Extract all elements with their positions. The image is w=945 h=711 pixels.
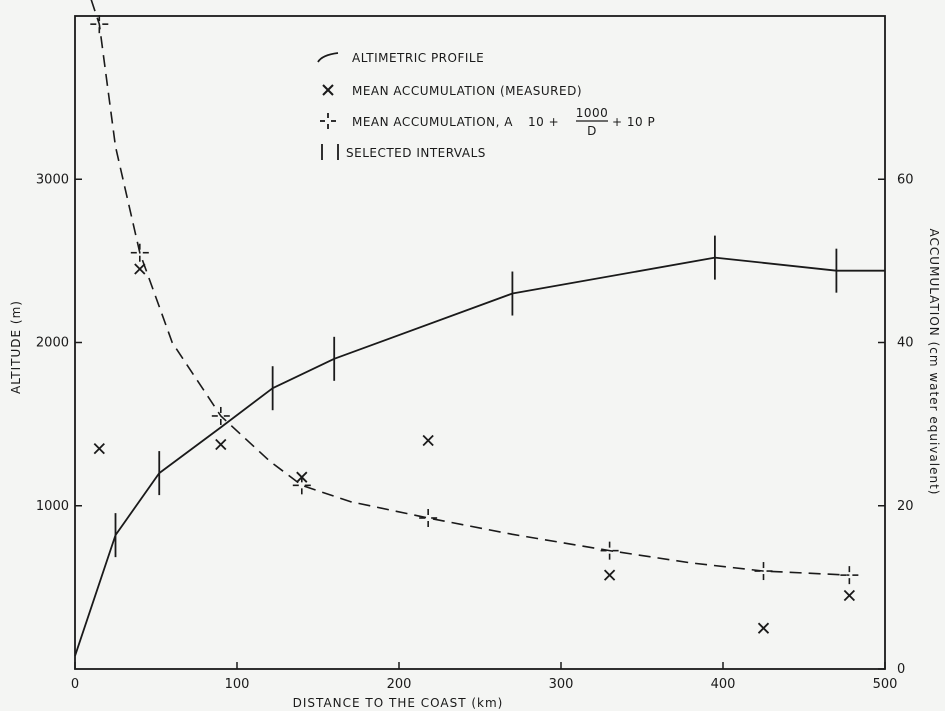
x-tick-label: 0 xyxy=(71,677,79,692)
legend: ALTIMETRIC PROFILE MEAN ACCUMULATION (ME… xyxy=(317,51,655,160)
measured-accumulation-point xyxy=(134,263,146,275)
y2-tick-label: 60 xyxy=(897,172,914,187)
model-accumulation-point xyxy=(840,566,859,585)
x-tick-label: 400 xyxy=(711,677,736,692)
y2-axis-title: ACCUMULATION (cm water equivalent) xyxy=(927,229,941,496)
y-tick-label: 1000 xyxy=(36,499,69,514)
legend-profile-label: ALTIMETRIC PROFILE xyxy=(352,51,484,65)
legend-model-symbol xyxy=(320,113,336,129)
axis-ticks: 0 100 200 300 400 500 1000 2000 3000 0 20 40 60 xyxy=(36,172,914,692)
measured-accumulation-point xyxy=(93,442,105,455)
model-accumulation-point xyxy=(90,15,109,34)
legend-measured-symbol xyxy=(322,84,334,96)
legend-model-numerator: 1000 xyxy=(576,106,609,120)
measured-accumulation-point xyxy=(757,622,770,634)
legend-model-term-b: + 10 P xyxy=(612,115,655,129)
model-accumulation-point xyxy=(292,476,311,495)
measured-accumulation-point xyxy=(843,589,855,602)
model-accumulation-point xyxy=(419,508,438,527)
altimetric-profile-line xyxy=(74,256,885,657)
model-accumulation-point xyxy=(754,562,773,581)
x-tick-label: 200 xyxy=(387,677,412,692)
y-tick-label: 3000 xyxy=(36,172,69,187)
legend-profile-symbol xyxy=(317,52,339,63)
y2-tick-label: 20 xyxy=(897,499,914,514)
legend-interval-label: SELECTED INTERVALS xyxy=(346,146,486,160)
y2-tick-label: 0 xyxy=(897,662,905,677)
x-axis-title: DISTANCE TO THE COAST (km) xyxy=(293,696,504,710)
model-accumulation-point xyxy=(130,243,149,262)
legend-model-denominator: D xyxy=(587,124,597,138)
legend-model-label: MEAN ACCUMULATION, A xyxy=(352,115,513,129)
x-tick-label: 100 xyxy=(225,677,250,692)
y2-tick-label: 40 xyxy=(897,336,914,351)
x-tick-label: 500 xyxy=(873,677,898,692)
y-axis-title: ALTITUDE (m) xyxy=(9,300,23,394)
model-accumulation-point xyxy=(211,406,230,425)
legend-measured-label: MEAN ACCUMULATION (MEASURED) xyxy=(352,84,582,98)
x-tick-label: 300 xyxy=(549,677,574,692)
legend-interval-symbol xyxy=(321,144,339,160)
model-accumulation-line xyxy=(90,0,850,576)
measured-accumulation-point xyxy=(422,434,434,447)
legend-model-term-a: 10 + xyxy=(528,115,559,129)
model-accumulation-point xyxy=(600,541,619,560)
series-layer xyxy=(74,0,885,657)
measured-accumulation-point xyxy=(603,569,616,581)
y-tick-label: 2000 xyxy=(36,336,69,351)
measured-accumulation-point xyxy=(215,438,227,451)
